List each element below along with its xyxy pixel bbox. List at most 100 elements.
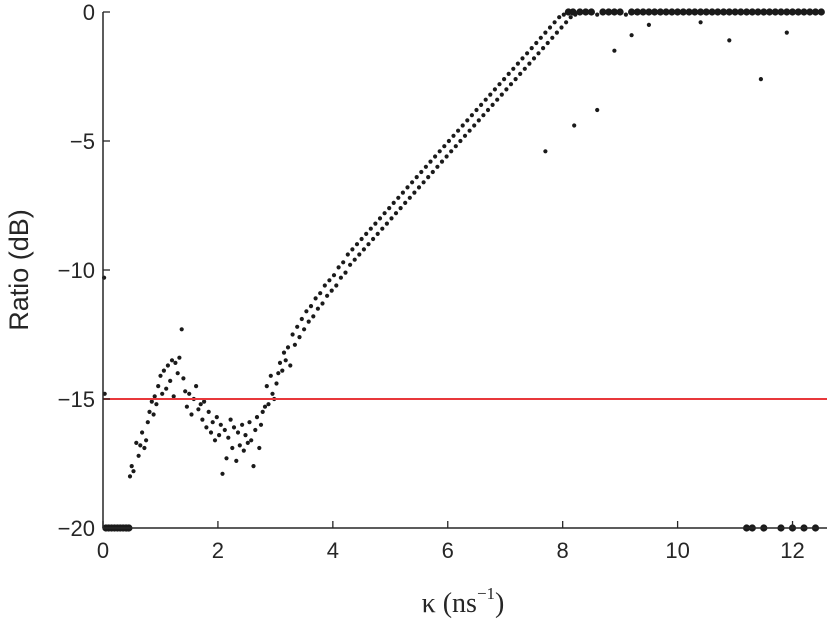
data-point xyxy=(161,368,166,373)
data-point xyxy=(467,128,472,133)
data-point xyxy=(758,77,764,82)
data-point xyxy=(212,438,218,443)
data-point xyxy=(398,206,403,211)
data-point xyxy=(179,327,184,332)
data-point xyxy=(368,226,373,231)
data-point xyxy=(536,51,541,56)
data-point xyxy=(341,260,346,265)
data-point xyxy=(645,8,653,16)
data-point xyxy=(231,425,237,430)
data-point xyxy=(202,399,207,404)
data-point xyxy=(612,48,617,53)
data-point xyxy=(295,324,300,329)
data-point xyxy=(534,40,539,46)
data-point xyxy=(134,440,139,445)
data-point xyxy=(343,270,348,275)
data-point xyxy=(527,61,532,66)
y-tick-label: 0 xyxy=(83,0,95,25)
data-point xyxy=(168,378,173,383)
data-point xyxy=(702,8,710,16)
data-point xyxy=(623,12,629,17)
data-point xyxy=(156,384,161,389)
data-point xyxy=(495,97,500,102)
data-point xyxy=(189,412,194,417)
x-tick-label: 4 xyxy=(327,538,339,563)
data-point xyxy=(437,149,442,154)
data-point xyxy=(336,265,341,270)
data-point xyxy=(313,296,318,301)
data-point xyxy=(204,425,209,430)
data-point xyxy=(582,8,590,16)
data-point xyxy=(731,8,739,16)
data-point xyxy=(214,415,219,420)
data-point xyxy=(228,417,233,422)
data-point xyxy=(725,8,733,16)
data-point xyxy=(384,221,389,226)
data-point xyxy=(277,360,283,365)
data-point xyxy=(352,257,357,262)
data-point xyxy=(257,445,262,451)
data-point xyxy=(375,231,380,236)
data-point xyxy=(366,242,371,247)
data-point xyxy=(646,22,652,27)
data-point xyxy=(241,448,246,453)
data-point xyxy=(288,363,293,368)
data-point xyxy=(788,8,797,16)
data-point xyxy=(691,8,699,16)
data-point xyxy=(508,82,514,87)
data-point xyxy=(547,25,553,30)
data-point xyxy=(177,355,182,360)
data-point xyxy=(599,8,607,16)
data-point xyxy=(151,412,156,417)
data-point xyxy=(373,221,378,226)
data-point xyxy=(469,113,474,118)
data-point xyxy=(541,46,546,51)
data-point xyxy=(200,417,205,422)
data-point xyxy=(572,123,577,128)
data-point xyxy=(515,61,521,66)
data-point xyxy=(334,283,339,288)
data-point xyxy=(357,252,362,257)
data-point xyxy=(674,8,682,16)
data-point xyxy=(518,71,523,76)
data-point xyxy=(499,92,504,97)
data-point xyxy=(545,40,550,46)
data-point xyxy=(662,8,670,16)
data-point xyxy=(361,247,366,252)
data-point xyxy=(414,175,419,180)
data-point xyxy=(474,107,479,113)
data-point xyxy=(311,314,316,319)
data-point xyxy=(531,56,537,61)
data-point xyxy=(605,8,613,16)
data-point xyxy=(628,8,636,16)
data-point xyxy=(136,453,141,458)
data-point xyxy=(456,128,461,133)
data-point xyxy=(685,8,693,16)
x-tick-label: 2 xyxy=(212,538,224,563)
data-point xyxy=(270,391,275,396)
data-point xyxy=(181,376,186,381)
data-point xyxy=(554,30,560,35)
data-point xyxy=(550,35,555,40)
x-axis-label-close: ) xyxy=(495,588,504,619)
data-point xyxy=(245,440,250,445)
data-point xyxy=(543,149,548,154)
data-point xyxy=(679,8,687,16)
data-point xyxy=(811,8,820,16)
data-point xyxy=(391,200,396,205)
data-point xyxy=(145,420,150,425)
data-point xyxy=(247,420,252,425)
data-point xyxy=(262,404,268,409)
data-point xyxy=(240,422,245,427)
data-point xyxy=(377,216,383,221)
data-point xyxy=(183,389,188,394)
data-point xyxy=(302,327,307,332)
data-point xyxy=(144,438,149,443)
data-point xyxy=(817,8,825,16)
data-point xyxy=(462,133,468,138)
y-tick-label: −20 xyxy=(58,516,95,541)
data-point xyxy=(587,8,596,16)
data-point xyxy=(237,443,242,448)
data-point xyxy=(405,185,410,190)
